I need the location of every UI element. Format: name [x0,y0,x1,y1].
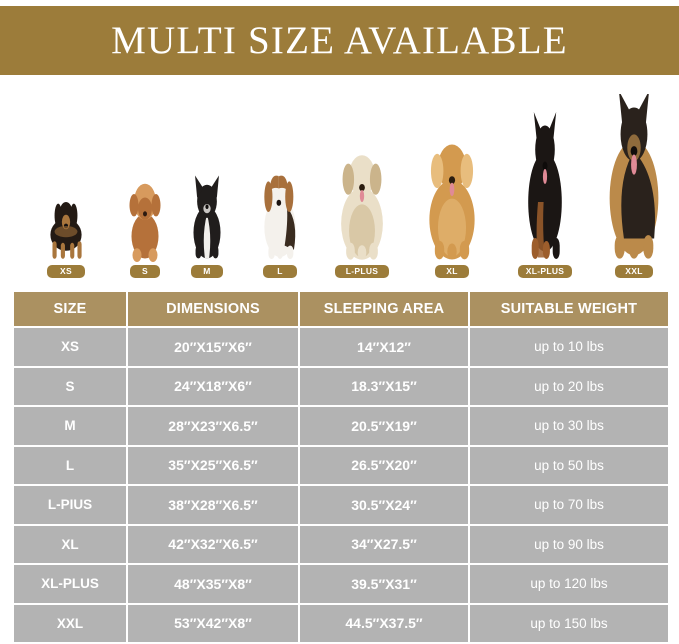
column-header-suitable-weight: SUITABLE WEIGHT [468,290,670,328]
size-badge: XL [435,264,469,278]
weight-cell: up to 90 lbs [468,523,670,565]
sleeping-area-cell: 18.3″X15″ [298,365,470,407]
table-row: L 35″X25″X6.5″ 26.5″X20″ up to 50 lbs [12,444,670,486]
golden-retriever-icon [413,130,491,262]
size-cell: XL [12,523,128,565]
page-title: MULTI SIZE AVAILABLE [111,19,568,62]
size-badge: L [263,264,297,278]
size-badge: XS [47,264,85,278]
size-badge: XXL [615,264,653,278]
dimensions-cell: 35″X25″X6.5″ [126,444,300,486]
size-cell: M [12,405,128,447]
dog-size-item: L [235,160,325,278]
table-row: S 24″X18″X6″ 18.3″X15″ up to 20 lbs [12,365,670,407]
size-cell: S [12,365,128,407]
dog-size-item: XXL [589,93,679,278]
dog-size-item: XS [21,182,111,278]
size-cell: XL-PLUS [12,563,128,605]
sleeping-area-cell: 44.5″X37.5″ [298,602,470,644]
size-badge: L-PLUS [335,264,389,278]
dog-size-item: S [100,176,190,278]
column-header-dimensions: DIMENSIONS [126,290,300,328]
weight-cell: up to 150 lbs [468,602,670,644]
size-cell: XS [12,326,128,368]
cream-retriever-icon [326,142,398,262]
weight-cell: up to 20 lbs [468,365,670,407]
table-row: XL 42″X32″X6.5″ 34″X27.5″ up to 90 lbs [12,523,670,565]
size-cell: XXL [12,602,128,644]
sleeping-area-cell: 20.5″X19″ [298,405,470,447]
size-cell: L [12,444,128,486]
poodle-icon [120,176,170,262]
dog-size-item: XL-PLUS [500,111,590,278]
table-row: XS 20″X15″X6″ 14″X12″ up to 10 lbs [12,326,670,368]
doberman-icon [510,111,580,262]
dimensions-cell: 42″X32″X6.5″ [126,523,300,565]
dimensions-cell: 48″X35″X8″ [126,563,300,605]
dog-size-item: L-PLUS [317,142,407,278]
table-row: L-PIUS 38″X28″X6.5″ 30.5″X24″ up to 70 lbs [12,484,670,526]
dachshund-icon [40,182,92,262]
table-row: XL-PLUS 48″X35″X8″ 39.5″X31″ up to 120 lbs [12,563,670,605]
dimensions-cell: 28″X23″X6.5″ [126,405,300,447]
french-bulldog-icon [181,170,233,262]
table-body: XS 20″X15″X6″ 14″X12″ up to 10 lbs S 24″X18″X… [12,326,670,644]
weight-cell: up to 30 lbs [468,405,670,447]
weight-cell: up to 50 lbs [468,444,670,486]
table-row: M 28″X23″X6.5″ 20.5″X19″ up to 30 lbs [12,405,670,447]
dimensions-cell: 38″X28″X6.5″ [126,484,300,526]
size-cell: L-PIUS [12,484,128,526]
size-chart-table: SIZE DIMENSIONS SLEEPING AREA SUITABLE W… [12,290,670,644]
sleeping-area-cell: 14″X12″ [298,326,470,368]
sleeping-area-cell: 34″X27.5″ [298,523,470,565]
sleeping-area-cell: 30.5″X24″ [298,484,470,526]
size-badge: XL-PLUS [518,264,572,278]
sleeping-area-cell: 39.5″X31″ [298,563,470,605]
german-shepherd-icon [592,93,676,262]
dog-size-item: XL [407,130,497,278]
table-header-row: SIZE DIMENSIONS SLEEPING AREA SUITABLE W… [12,290,670,328]
size-badge: S [130,264,160,278]
dimensions-cell: 24″X18″X6″ [126,365,300,407]
dog-lineup: XS S M L L-PLUS XL XL-PLUS XXL [0,78,679,278]
weight-cell: up to 70 lbs [468,484,670,526]
beagle-icon [251,160,309,262]
dimensions-cell: 20″X15″X6″ [126,326,300,368]
table-row: XXL 53″X42″X8″ 44.5″X37.5″ up to 150 lbs [12,602,670,644]
column-header-size: SIZE [12,290,128,328]
weight-cell: up to 120 lbs [468,563,670,605]
title-banner: MULTI SIZE AVAILABLE [0,6,679,75]
column-header-sleeping-area: SLEEPING AREA [298,290,470,328]
sleeping-area-cell: 26.5″X20″ [298,444,470,486]
dimensions-cell: 53″X42″X8″ [126,602,300,644]
weight-cell: up to 10 lbs [468,326,670,368]
dog-size-item: M [162,170,252,278]
size-badge: M [191,264,223,278]
